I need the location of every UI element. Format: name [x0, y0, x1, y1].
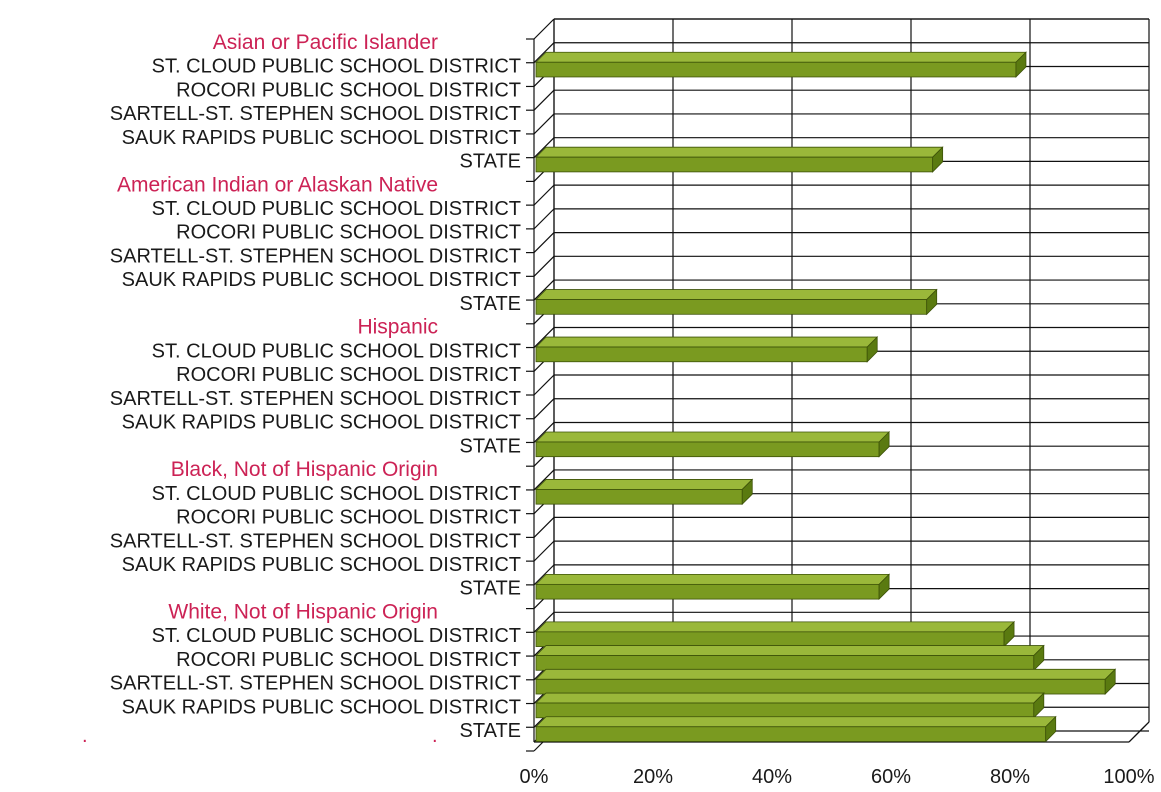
- bar-end: [866, 336, 878, 363]
- x-tick-label: 100%: [1103, 766, 1154, 788]
- bar: [535, 655, 1035, 671]
- bar-end: [1104, 668, 1116, 695]
- bar: [535, 678, 1106, 695]
- left-wall-diagonal: [533, 516, 555, 538]
- bar-top: [535, 431, 891, 443]
- bar-end: [1033, 692, 1045, 719]
- stray-mark: .: [82, 725, 88, 747]
- left-wall-diagonal: [533, 564, 555, 586]
- bar-top: [535, 51, 1027, 63]
- bar: [535, 156, 934, 173]
- bar-end: [878, 431, 890, 458]
- bar: [535, 61, 1017, 78]
- left-wall-diagonal: [533, 208, 555, 230]
- category-label: ST. CLOUD PUBLIC SCHOOL DISTRICT: [152, 340, 521, 362]
- category-label: SARTELL-ST. STEPHEN SCHOOL DISTRICT: [110, 673, 521, 695]
- category-label: SAUK RAPIDS PUBLIC SCHOOL DISTRICT: [122, 696, 521, 718]
- bar-top: [535, 146, 944, 158]
- bar-end: [932, 146, 944, 173]
- category-label: ST. CLOUD PUBLIC SCHOOL DISTRICT: [152, 198, 521, 220]
- bar-top: [535, 621, 1016, 633]
- group-label: American Indian or Alaskan Native: [117, 173, 438, 196]
- left-wall-diagonal: [533, 232, 555, 254]
- bar: [535, 299, 928, 315]
- bar-top: [535, 573, 891, 585]
- left-wall-diagonal: [533, 327, 555, 348]
- category-label: SAUK RAPIDS PUBLIC SCHOOL DISTRICT: [122, 412, 521, 434]
- bar-top: [535, 692, 1045, 704]
- bar-top: [535, 716, 1057, 728]
- left-wall-diagonal: [533, 611, 555, 633]
- x-tick-label: 40%: [752, 766, 792, 788]
- bar: [535, 489, 743, 505]
- bar: [535, 583, 880, 600]
- left-wall-diagonal: [533, 469, 555, 491]
- bar-top: [535, 336, 879, 348]
- left-wall-diagonal: [533, 184, 555, 206]
- bar-end: [1033, 644, 1045, 672]
- category-label: STATE: [460, 720, 521, 742]
- left-wall-diagonal: [533, 255, 555, 277]
- category-label: ST. CLOUD PUBLIC SCHOOL DISTRICT: [152, 56, 521, 78]
- category-label: STATE: [460, 435, 521, 457]
- left-wall-diagonal: [533, 18, 555, 40]
- category-label: ROCORI PUBLIC SCHOOL DISTRICT: [176, 507, 521, 529]
- bar-top: [535, 289, 938, 300]
- group-label: Asian or Pacific Islander: [213, 31, 438, 54]
- bar: [535, 441, 880, 458]
- category-label: ROCORI PUBLIC SCHOOL DISTRICT: [176, 364, 521, 386]
- category-label: ST. CLOUD PUBLIC SCHOOL DISTRICT: [152, 625, 521, 647]
- bar-end: [1003, 620, 1015, 648]
- group-label: Black, Not of Hispanic Origin: [171, 458, 438, 481]
- category-label: SARTELL-ST. STEPHEN SCHOOL DISTRICT: [110, 388, 521, 410]
- x-tick-label: 20%: [633, 766, 673, 788]
- bar: [535, 346, 868, 363]
- bar-top: [535, 479, 754, 490]
- floor-right-edge: [1128, 721, 1150, 743]
- stray-mark: .: [432, 725, 438, 747]
- left-wall-diagonal: [533, 540, 555, 562]
- left-wall-diagonal: [533, 113, 555, 135]
- bar-layer: [535, 51, 1117, 743]
- category-label: SAUK RAPIDS PUBLIC SCHOOL DISTRICT: [122, 554, 521, 576]
- category-label: STATE: [460, 293, 521, 315]
- bar-end: [741, 478, 753, 506]
- bar-top: [535, 645, 1045, 656]
- left-wall-diagonal: [533, 422, 555, 443]
- category-label: SARTELL-ST. STEPHEN SCHOOL DISTRICT: [110, 245, 521, 267]
- bar-top: [535, 668, 1117, 680]
- category-label: STATE: [460, 578, 521, 600]
- x-tick-label: 0%: [520, 766, 549, 788]
- category-label: SAUK RAPIDS PUBLIC SCHOOL DISTRICT: [122, 269, 521, 291]
- x-tick-label: 80%: [990, 766, 1030, 788]
- left-wall-diagonal: [533, 279, 555, 301]
- category-label: SARTELL-ST. STEPHEN SCHOOL DISTRICT: [110, 103, 521, 125]
- category-label: ROCORI PUBLIC SCHOOL DISTRICT: [176, 222, 521, 244]
- group-label: White, Not of Hispanic Origin: [168, 600, 438, 623]
- category-label: STATE: [460, 151, 521, 173]
- left-wall-diagonal: [533, 137, 555, 159]
- bar: [535, 726, 1047, 742]
- bar-end: [926, 288, 938, 316]
- category-label: SARTELL-ST. STEPHEN SCHOOL DISTRICT: [110, 530, 521, 552]
- category-label: SAUK RAPIDS PUBLIC SCHOOL DISTRICT: [122, 127, 521, 149]
- left-wall-diagonal: [533, 398, 555, 420]
- left-wall-diagonal: [533, 374, 555, 396]
- bar: [535, 631, 1005, 647]
- category-label: ROCORI PUBLIC SCHOOL DISTRICT: [176, 649, 521, 671]
- x-tick-label: 60%: [871, 766, 911, 788]
- left-wall-diagonal: [533, 89, 555, 111]
- tick-layer: 0% 20% 40% 60% 80% 100%..: [82, 725, 1155, 788]
- group-label: Hispanic: [357, 316, 438, 339]
- category-label: ROCORI PUBLIC SCHOOL DISTRICT: [176, 79, 521, 101]
- bar-end: [1045, 715, 1057, 743]
- bar-end: [878, 573, 890, 601]
- bar-end: [1015, 51, 1027, 78]
- left-wall-diagonal: [533, 42, 555, 64]
- category-label: ST. CLOUD PUBLIC SCHOOL DISTRICT: [152, 483, 521, 505]
- bar: [535, 702, 1035, 719]
